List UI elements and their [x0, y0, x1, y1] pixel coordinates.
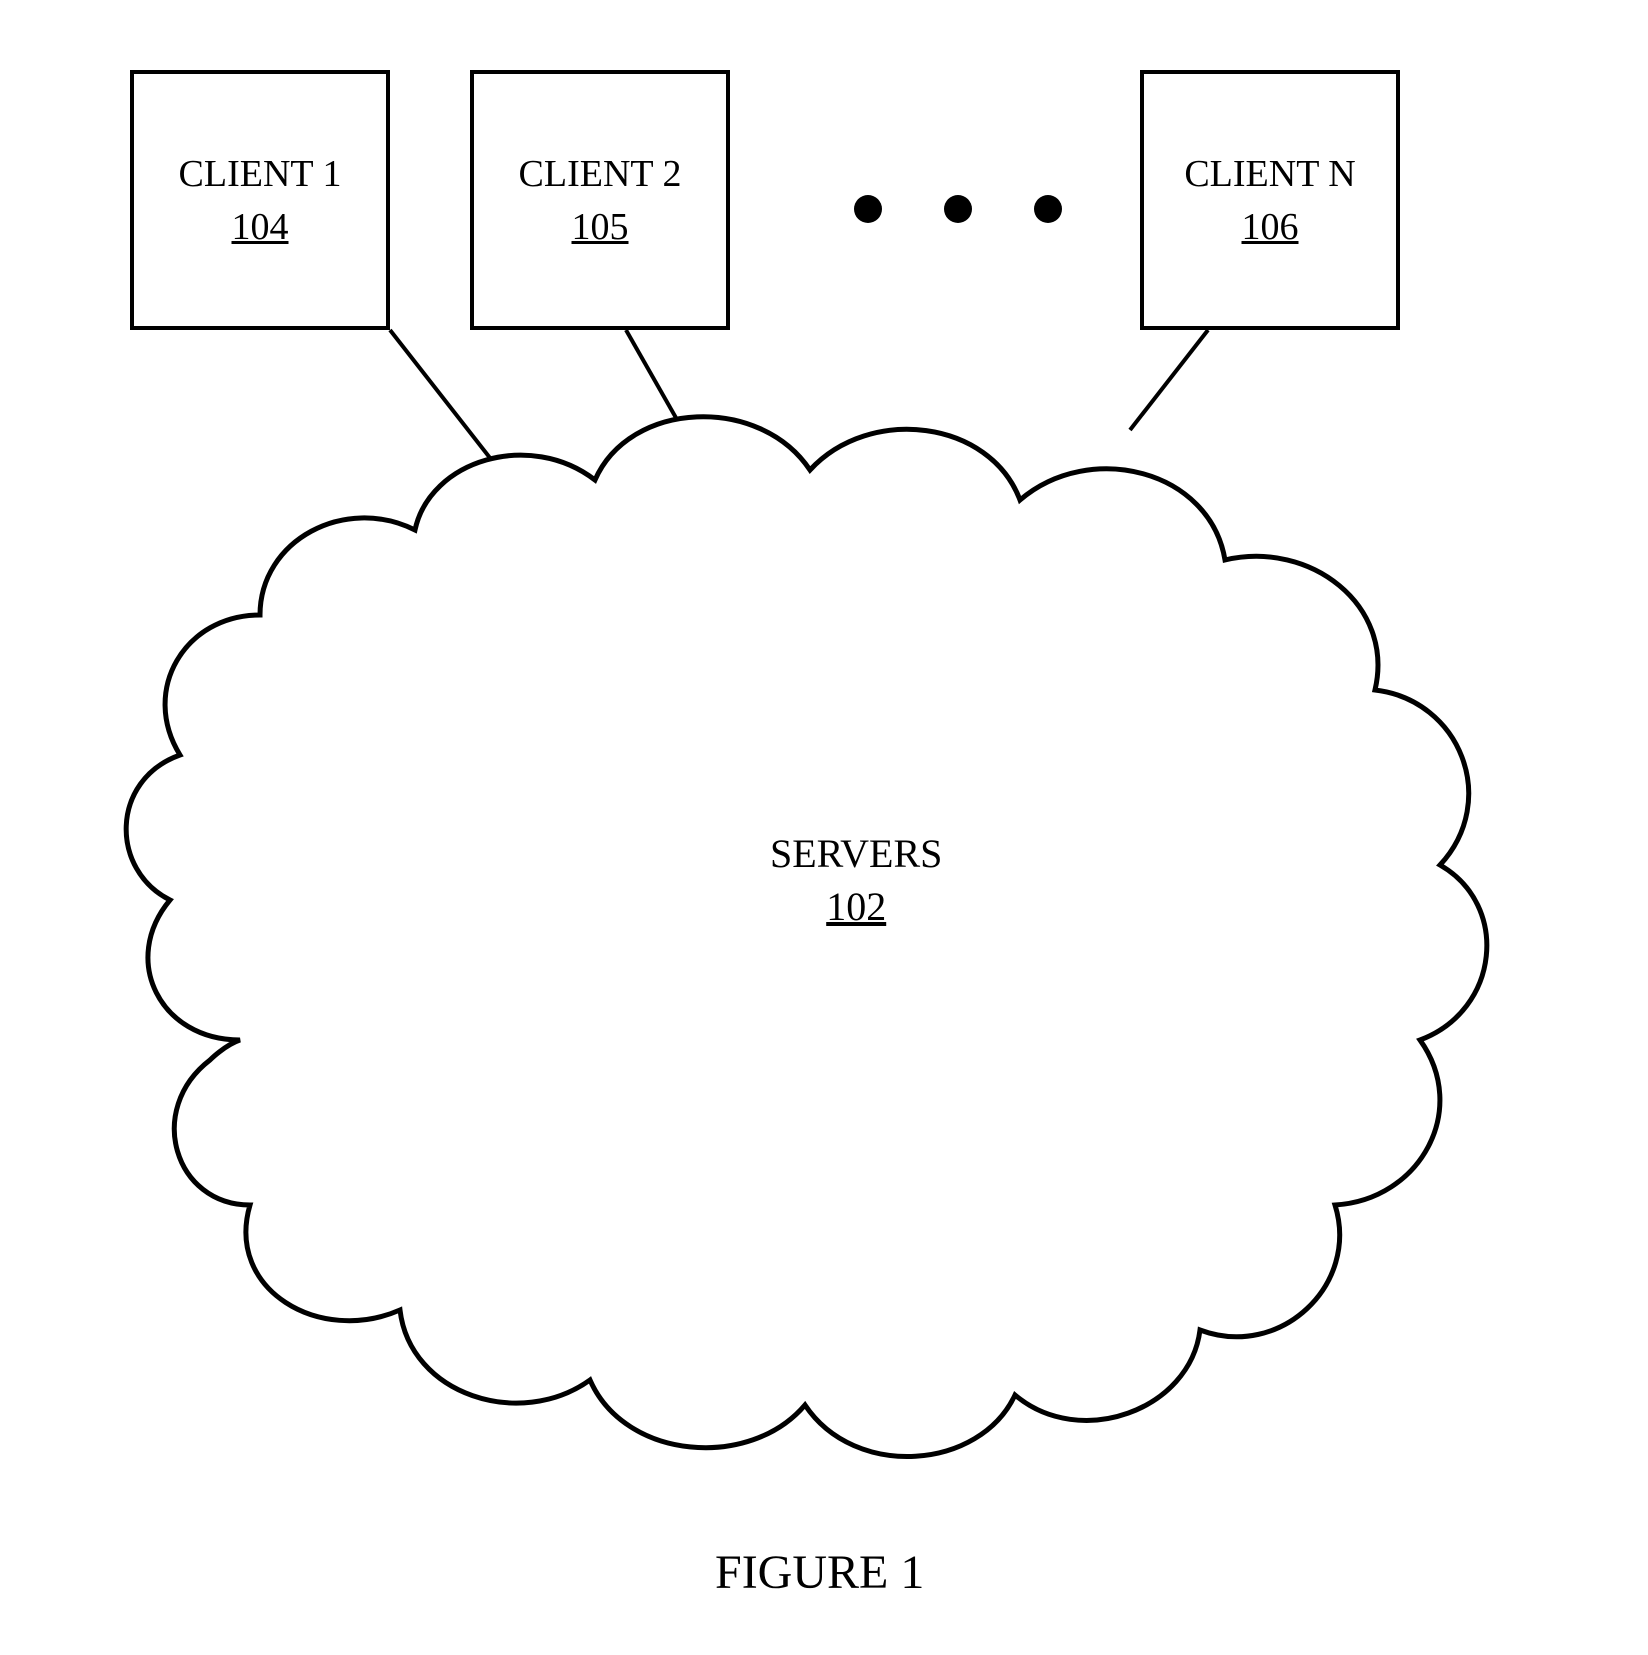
node-client-1-label: CLIENT 1 — [179, 151, 342, 199]
cloud-shape — [126, 417, 1487, 1457]
node-servers-ref: 102 — [770, 883, 942, 930]
node-servers: SERVERS 102 — [770, 830, 942, 930]
node-servers-label: SERVERS — [770, 830, 942, 877]
edge-group — [390, 330, 1208, 568]
node-client-n-ref: 106 — [1242, 205, 1299, 249]
node-client-2: CLIENT 2 105 — [470, 70, 730, 330]
ellipsis-dot — [854, 195, 882, 223]
diagram-canvas: CLIENT 1 104 CLIENT 2 105 CLIENT N 106 S… — [0, 0, 1648, 1655]
node-client-2-label: CLIENT 2 — [519, 151, 682, 199]
node-client-2-ref: 105 — [572, 205, 629, 249]
edge-line — [390, 330, 576, 568]
ellipsis-dot — [1034, 195, 1062, 223]
ellipsis-dot — [944, 195, 972, 223]
node-client-1: CLIENT 1 104 — [130, 70, 390, 330]
edge-line — [1130, 330, 1208, 430]
edge-line — [626, 330, 700, 460]
node-client-n: CLIENT N 106 — [1140, 70, 1400, 330]
node-client-1-ref: 104 — [232, 205, 289, 249]
figure-caption: FIGURE 1 — [715, 1545, 924, 1600]
node-client-n-label: CLIENT N — [1184, 151, 1355, 199]
